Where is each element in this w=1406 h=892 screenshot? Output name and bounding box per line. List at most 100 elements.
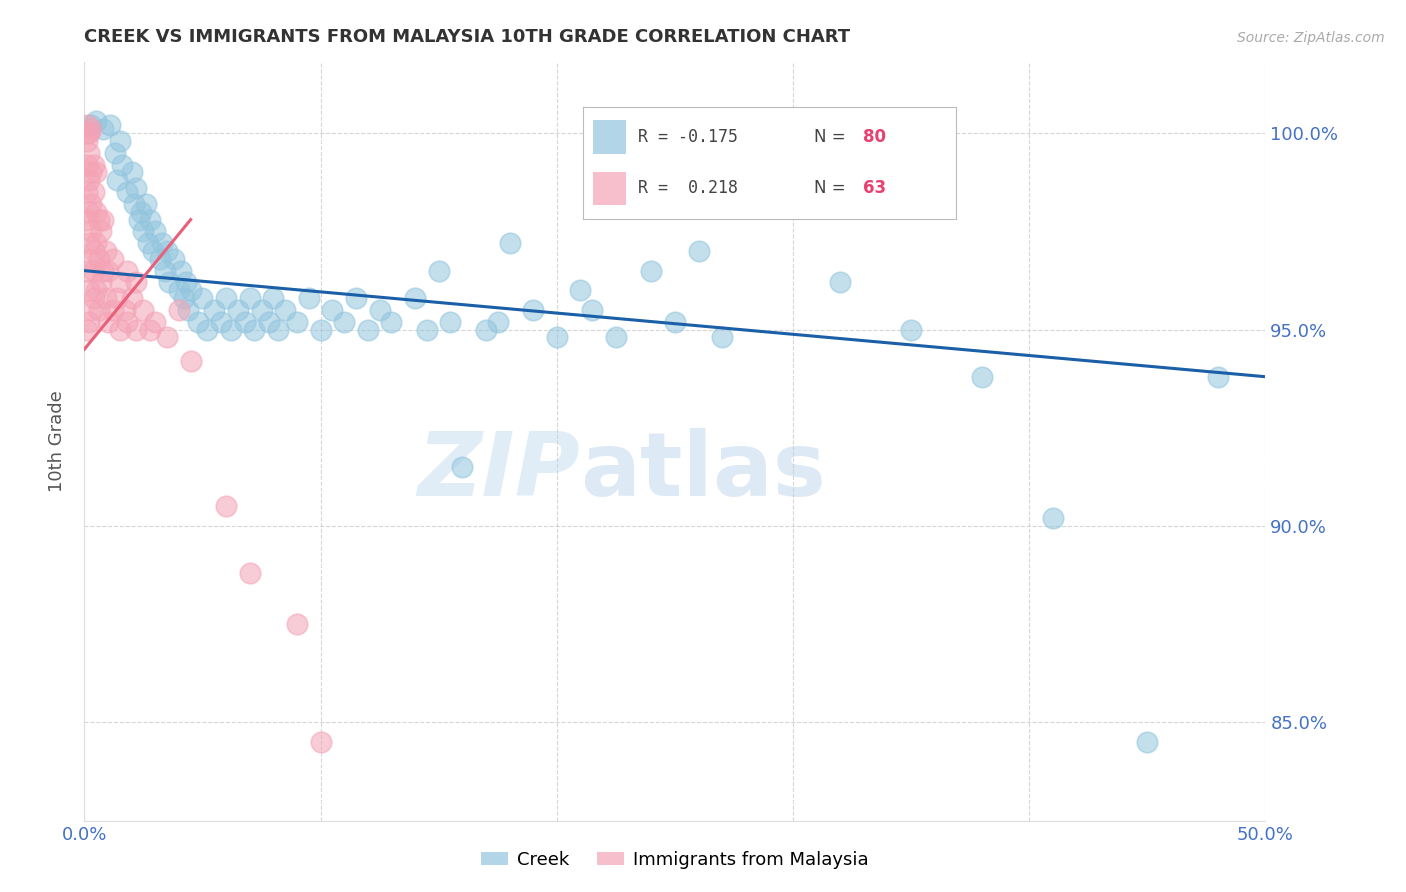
Point [80,197,103,211]
Point [87,212,110,227]
Point [309,735,332,749]
Point [76,126,98,140]
Point [267,322,290,336]
Point [173,291,195,305]
Point [97,263,120,277]
Point [215,500,238,514]
Point [77,173,100,187]
Text: R = -0.175: R = -0.175 [637,128,738,146]
Point [91,122,114,136]
Point [257,315,280,329]
Point [77,315,100,329]
Point [83,263,105,277]
Point [285,315,308,329]
Point [129,204,152,219]
Point [84,204,107,219]
Point [84,283,107,297]
Point [77,204,100,219]
Point [285,617,308,632]
Point [77,145,100,160]
Point [90,224,112,238]
Point [76,118,98,132]
Point [180,354,202,368]
Point [108,276,131,290]
Point [321,302,343,317]
Point [344,291,367,305]
Point [226,302,249,317]
Text: 80: 80 [863,128,886,146]
Y-axis label: 10th Grade: 10th Grade [48,391,66,492]
Text: CREEK VS IMMIGRANTS FROM MALAYSIA 10TH GRADE CORRELATION CHART: CREEK VS IMMIGRANTS FROM MALAYSIA 10TH G… [84,28,851,45]
Point [76,158,98,172]
Point [84,165,107,179]
Text: N =: N = [814,128,852,146]
Point [143,224,166,238]
Point [195,322,218,336]
Point [900,322,922,336]
Point [1206,369,1229,384]
Point [522,302,544,317]
Point [475,322,498,336]
Point [139,212,162,227]
Point [121,291,143,305]
Point [108,134,131,148]
Point [711,330,734,344]
Point [156,330,179,344]
Point [309,322,332,336]
Point [76,185,98,199]
Point [239,566,262,581]
Point [498,236,520,251]
Point [80,165,103,179]
Point [125,181,148,195]
Point [84,236,107,251]
Point [136,236,159,251]
Point [380,315,402,329]
Point [274,302,297,317]
Point [170,263,193,277]
Point [150,236,173,251]
Point [143,315,166,329]
Point [250,302,273,317]
Point [107,173,129,187]
Point [80,302,103,317]
Point [202,302,225,317]
Point [77,283,100,297]
Point [262,291,284,305]
Point [640,263,662,277]
Point [125,276,148,290]
Point [167,302,190,317]
Point [970,369,993,384]
Point [80,224,103,238]
Point [1042,511,1064,525]
Text: 63: 63 [863,179,886,197]
Text: Source: ZipAtlas.com: Source: ZipAtlas.com [1237,31,1385,45]
FancyBboxPatch shape [593,120,626,153]
Point [451,460,474,475]
Point [77,126,100,140]
Point [219,322,242,336]
Point [233,315,256,329]
Point [427,263,450,277]
Point [91,212,114,227]
Point [486,315,509,329]
Point [83,291,105,305]
Point [128,212,150,227]
FancyBboxPatch shape [593,171,626,205]
Point [115,263,138,277]
Point [357,322,380,336]
Point [104,145,127,160]
Point [439,315,461,329]
Text: atlas: atlas [581,428,827,516]
Point [94,244,117,258]
Point [76,212,98,227]
Point [98,118,121,132]
Point [94,291,117,305]
Point [153,263,176,277]
Point [368,302,391,317]
Point [830,276,852,290]
Point [187,315,209,329]
Point [142,244,165,258]
Point [569,283,592,297]
Point [115,185,138,199]
Point [416,322,439,336]
